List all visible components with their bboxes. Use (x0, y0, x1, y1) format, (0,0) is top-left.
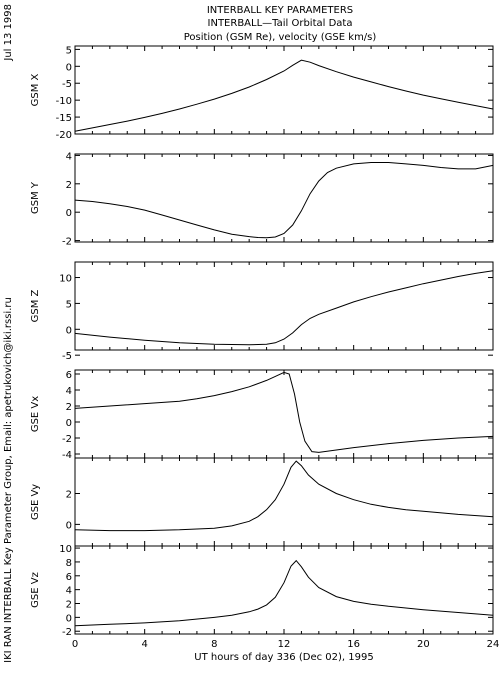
series-line (74, 559, 494, 627)
panel-3: 10 5 0 -5 GSM Z (30, 261, 494, 362)
y-axis-label: GSE Vz (30, 572, 41, 608)
series-line (74, 59, 494, 132)
x-tick-label: 16 (347, 639, 360, 650)
y-axis-label: GSM X (30, 73, 41, 106)
y-tick-label: -5 (62, 79, 72, 90)
y-tick-label: -15 (56, 113, 72, 124)
header-line-3: Position (GSM Re), velocity (GSE km/s) (184, 32, 377, 43)
panel-2: 4 2 0 -2 GSM Y (30, 151, 494, 248)
y-tick-label: 10 (59, 274, 72, 285)
y-tick-label: 0 (66, 520, 72, 531)
panel-5: 2 0 GSE Vy (30, 457, 494, 547)
y-tick-label: 8 (66, 558, 72, 569)
y-tick-label: 0 (66, 418, 72, 429)
x-tick-label: 20 (417, 639, 430, 650)
y-tick-label: 4 (66, 586, 72, 597)
y-tick-label: 2 (66, 600, 72, 611)
y-tick-label: 4 (66, 151, 72, 162)
y-tick-label: 0 (66, 325, 72, 336)
header-line-2: INTERBALL—Tail Orbital Data (208, 18, 353, 29)
y-tick-label: 5 (66, 299, 72, 310)
x-tick-label: 0 (72, 639, 78, 650)
y-tick-label: 0 (66, 613, 72, 624)
y-tick-label: -2 (62, 434, 72, 445)
series-line (74, 371, 494, 453)
y-tick-label: 0 (66, 208, 72, 219)
panel-4: 6 4 2 0 -2 -4 GSE Vx (30, 369, 494, 461)
y-axis-label: GSE Vx (30, 396, 41, 432)
y-axis-label: GSE Vy (30, 484, 41, 520)
series-line (74, 460, 494, 532)
y-tick-label: 6 (66, 572, 72, 583)
panel-frame (74, 153, 494, 243)
header-line-1: INTERBALL KEY PARAMETERS (207, 5, 353, 16)
date-stamp: Jul 13 1998 (3, 4, 14, 62)
credit-line: IKI RAN INTERBALL Key Parameter Group, E… (3, 297, 14, 663)
x-tick-label: 4 (141, 639, 147, 650)
panel-1: 5 0 -5 -10 -15 -20 GSM X (30, 45, 494, 141)
x-tick-label: 8 (211, 639, 217, 650)
series-line (74, 162, 494, 239)
series-line (74, 270, 494, 346)
y-tick-label: 6 (66, 370, 72, 381)
x-tick-label: 24 (487, 639, 500, 650)
x-tick-label: 12 (278, 639, 291, 650)
panel-frame (74, 457, 494, 547)
y-tick-label: 2 (66, 180, 72, 191)
y-tick-label: -10 (56, 96, 72, 107)
panel-frame (74, 369, 494, 459)
y-tick-label: 4 (66, 386, 72, 397)
y-tick-label: -2 (62, 627, 72, 638)
y-tick-label: -20 (56, 130, 72, 141)
y-axis-label: GSM Z (30, 289, 41, 322)
y-tick-label: 5 (66, 45, 72, 56)
y-tick-label: -5 (62, 351, 72, 362)
y-tick-label: 10 (59, 544, 72, 555)
panel-frame (74, 45, 494, 135)
y-tick-label: 2 (66, 490, 72, 501)
y-tick-label: -2 (62, 237, 72, 248)
y-tick-label: -4 (62, 450, 72, 461)
y-tick-label: 2 (66, 402, 72, 413)
y-tick-label: 0 (66, 62, 72, 73)
panel-frame (74, 545, 494, 635)
x-axis-label: UT hours of day 336 (Dec 02), 1995 (194, 652, 373, 663)
y-axis-label: GSM Y (30, 181, 41, 214)
panel-frame (74, 261, 494, 351)
